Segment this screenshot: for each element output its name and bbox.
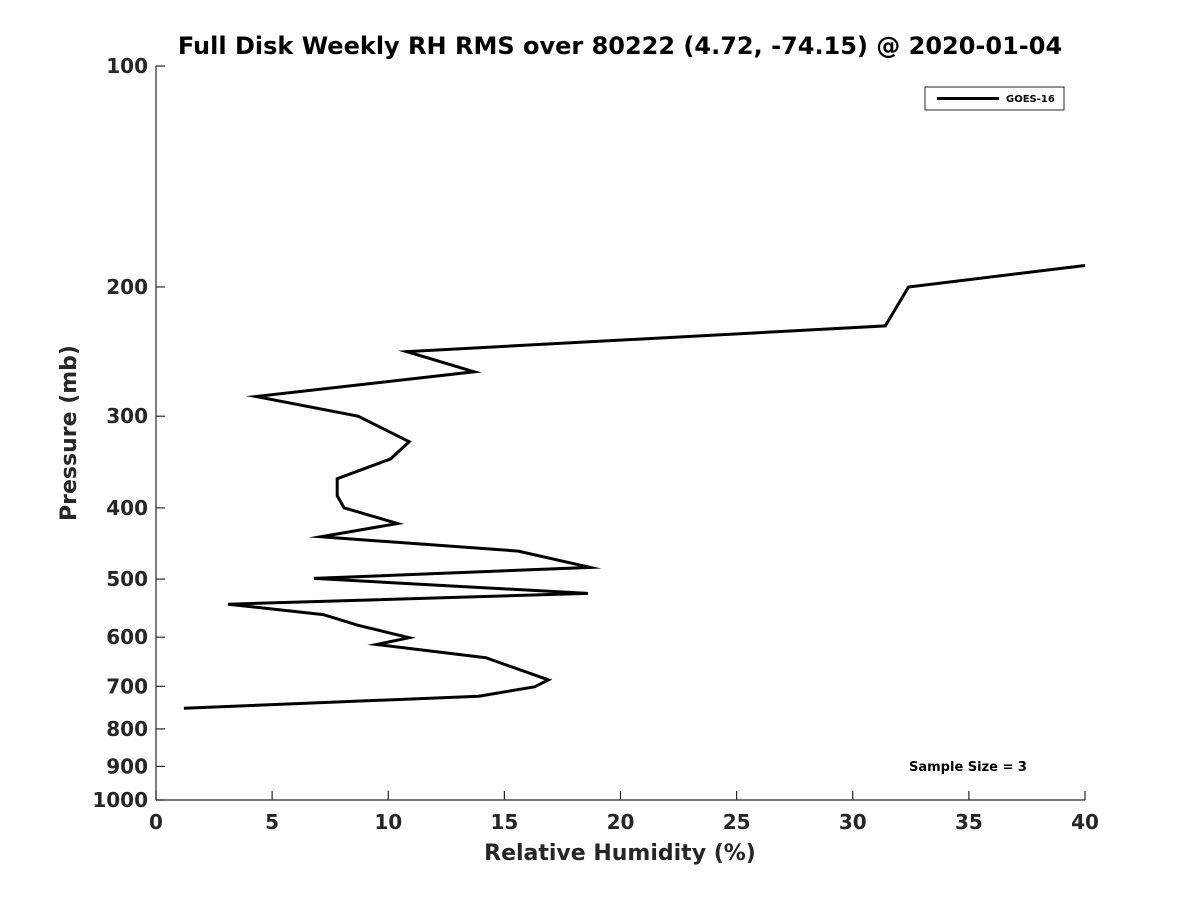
x-tick-label: 5 <box>265 810 279 834</box>
x-tick-label: 10 <box>374 810 402 834</box>
x-tick-label: 25 <box>723 810 751 834</box>
x-tick-label: 30 <box>839 810 867 834</box>
plot-lines <box>183 264 1086 710</box>
y-tick-label: 800 <box>106 717 148 741</box>
x-axis-title: Relative Humidity (%) <box>484 841 756 866</box>
chart-title: Full Disk Weekly RH RMS over 80222 (4.72… <box>178 32 1062 60</box>
x-tick-label: 40 <box>1071 810 1099 834</box>
axes: 0 5 10 15 20 25 30 35 40 100 200 300 400 500 600 700 800… <box>92 54 1099 834</box>
x-tick-label: 20 <box>607 810 635 834</box>
y-tick-label: 300 <box>106 404 148 428</box>
y-tick-label: 600 <box>106 625 148 649</box>
legend: GOES-16 <box>924 86 1065 111</box>
y-tick-label: 700 <box>106 674 148 698</box>
x-tick-label: 15 <box>490 810 518 834</box>
y-tick-label: 1000 <box>92 788 148 812</box>
y-axis-title: Pressure (mb) <box>57 345 82 521</box>
y-tick-label: 100 <box>106 54 148 78</box>
y-tick-label: 900 <box>106 754 148 778</box>
y-tick-label: 500 <box>106 567 148 591</box>
y-tick-label: 400 <box>106 496 148 520</box>
x-tick-label: 35 <box>955 810 983 834</box>
legend-label: GOES-16 <box>1006 94 1055 105</box>
y-tick-label: 200 <box>106 275 148 299</box>
sample-size-annotation: Sample Size = 3 <box>909 760 1027 775</box>
x-tick-label: 0 <box>149 810 163 834</box>
series-line-goes-16 <box>183 264 1086 710</box>
